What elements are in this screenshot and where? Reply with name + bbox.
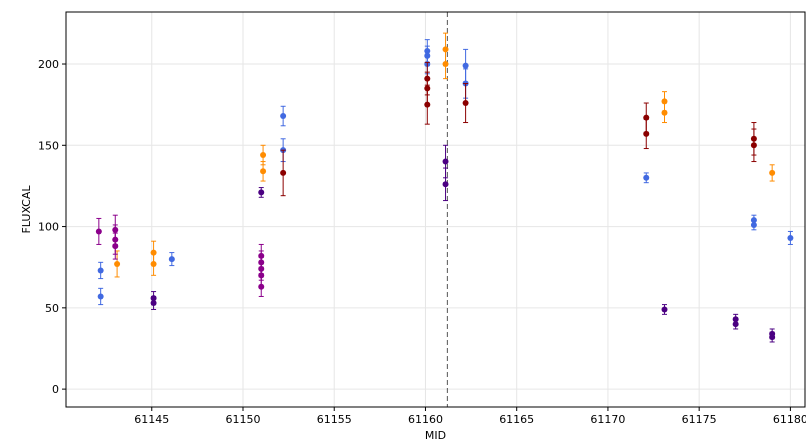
data-point (168, 256, 175, 263)
data-point (260, 152, 267, 159)
x-tick-label: 61145 (134, 413, 169, 426)
data-point (260, 168, 267, 175)
data-point (112, 243, 119, 250)
y-tick-label: 50 (45, 302, 59, 315)
data-point (280, 169, 287, 176)
plot-frame (65, 11, 806, 408)
data-point (661, 109, 668, 116)
x-tick-label: 61170 (590, 413, 625, 426)
data-point (150, 299, 157, 306)
y-tick-label: 0 (52, 383, 59, 396)
x-tick-label: 61155 (317, 413, 352, 426)
data-point (661, 306, 668, 313)
data-point (732, 321, 739, 328)
data-point (769, 334, 776, 341)
data-point (462, 62, 469, 69)
data-point (643, 174, 650, 181)
y-tick-label: 100 (38, 221, 59, 234)
data-point (114, 260, 121, 267)
data-point (150, 260, 157, 267)
data-point (750, 142, 757, 149)
x-tick-label: 61160 (408, 413, 443, 426)
data-points (95, 32, 794, 343)
y-axis-label: FLUXCAL (20, 185, 33, 234)
data-point (442, 181, 449, 188)
data-point (97, 293, 104, 300)
data-point (769, 169, 776, 176)
data-point (97, 267, 104, 274)
data-point (424, 101, 431, 108)
data-point (280, 113, 287, 120)
data-point (442, 158, 449, 165)
data-point (442, 61, 449, 68)
data-point (258, 283, 265, 290)
data-point (95, 228, 102, 235)
x-tick-label: 61165 (499, 413, 534, 426)
data-point (643, 130, 650, 137)
data-point (750, 221, 757, 228)
axis-ticks: 61145 61150 61155 61160 61165 61170 61175 61180… (38, 58, 806, 426)
x-tick-label: 61175 (682, 413, 717, 426)
data-point (258, 189, 265, 196)
x-axis-label: MID (425, 429, 446, 441)
data-point (787, 234, 794, 241)
y-tick-label: 200 (38, 58, 59, 71)
data-point (462, 100, 469, 107)
x-tick-label: 61150 (225, 413, 260, 426)
y-tick-label: 150 (38, 139, 59, 152)
grid (66, 12, 805, 407)
x-tick-label: 61180 (773, 413, 806, 426)
